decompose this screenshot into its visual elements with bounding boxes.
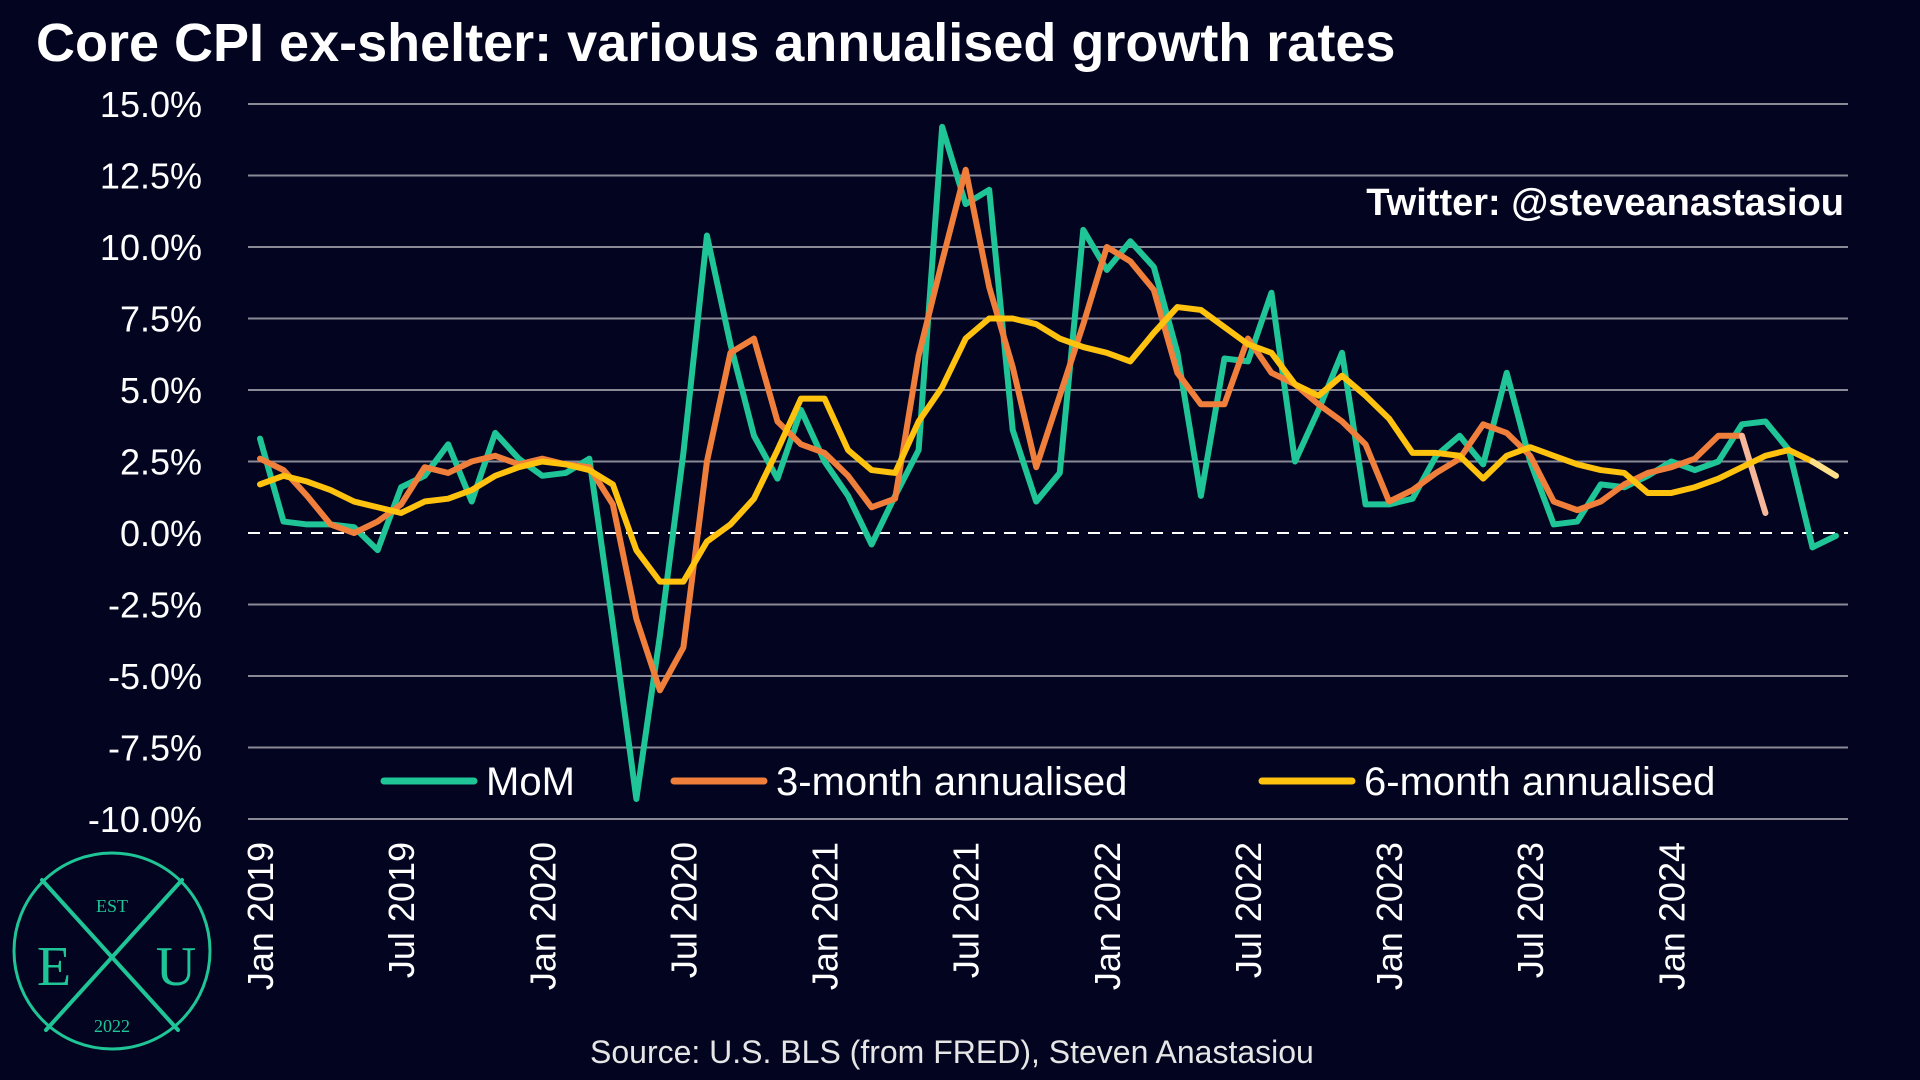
- x-tick-label: Jan 2020: [522, 842, 563, 990]
- legend-label-three_month: 3-month annualised: [776, 760, 1127, 804]
- y-tick-label: 0.0%: [120, 513, 202, 554]
- x-axis-ticks: Jan 2019 Jul 2019 Jan 2020 Jul 2020 Jan 2021…: [240, 842, 1692, 990]
- x-tick-label: Jul 2020: [663, 842, 704, 978]
- grid-layer: [248, 103, 1848, 820]
- legend: MoM 3-month annualised 6-month annualised: [380, 760, 1715, 804]
- x-tick-label: Jan 2019: [240, 842, 281, 990]
- y-tick-label: 12.5%: [100, 156, 202, 197]
- y-tick-label: -10.0%: [88, 799, 202, 840]
- twitter-handle: Twitter: @steveanastasiou: [1366, 182, 1844, 224]
- source-note: Source: U.S. BLS (from FRED), Steven Ana…: [590, 1034, 1314, 1070]
- y-tick-label: 15.0%: [100, 84, 202, 125]
- logo-u: U: [156, 936, 196, 998]
- series-last-segment-six_month: [1809, 458, 1839, 479]
- logo-e: E: [37, 936, 71, 998]
- logo-est: EST: [96, 896, 128, 916]
- y-tick-label: 2.5%: [120, 442, 202, 483]
- y-tick-label: 5.0%: [120, 370, 202, 411]
- x-tick-label: Jan 2021: [805, 842, 846, 990]
- series-line-six_month: [257, 304, 1816, 585]
- y-tick-label: -7.5%: [108, 728, 202, 769]
- series-layer: [257, 123, 1839, 802]
- exu-logo: EST E U 2022: [12, 851, 212, 1051]
- y-tick-label: -2.5%: [108, 585, 202, 626]
- legend-label-six_month: 6-month annualised: [1364, 760, 1715, 804]
- series-line-mom: [257, 123, 1816, 802]
- x-tick-label: Jul 2023: [1510, 842, 1551, 978]
- x-tick-label: Jan 2024: [1651, 842, 1692, 990]
- x-tick-label: Jul 2021: [946, 842, 987, 978]
- x-tick-label: Jan 2022: [1087, 842, 1128, 990]
- y-axis-ticks: 15.0% 12.5% 10.0% 7.5% 5.0% 2.5% 0.0% -2.5% -5.0…: [88, 84, 202, 840]
- series-last-segment-three_month: [1738, 432, 1769, 516]
- y-tick-label: 7.5%: [120, 299, 202, 340]
- series-line-three_month: [257, 166, 1745, 694]
- logo-sword-2: [44, 878, 184, 1032]
- y-tick-label: 10.0%: [100, 227, 202, 268]
- x-tick-label: Jul 2022: [1228, 842, 1269, 978]
- logo-year: 2022: [94, 1016, 130, 1036]
- x-tick-label: Jul 2019: [381, 842, 422, 978]
- logo-sword-1: [40, 878, 180, 1032]
- x-tick-label: Jan 2023: [1369, 842, 1410, 990]
- logo-ring: [12, 851, 212, 1051]
- series-last-segment-mom: [1809, 532, 1839, 551]
- chart-title: Core CPI ex-shelter: various annualised …: [36, 13, 1396, 73]
- legend-label-mom: MoM: [486, 760, 575, 804]
- y-tick-label: -5.0%: [108, 656, 202, 697]
